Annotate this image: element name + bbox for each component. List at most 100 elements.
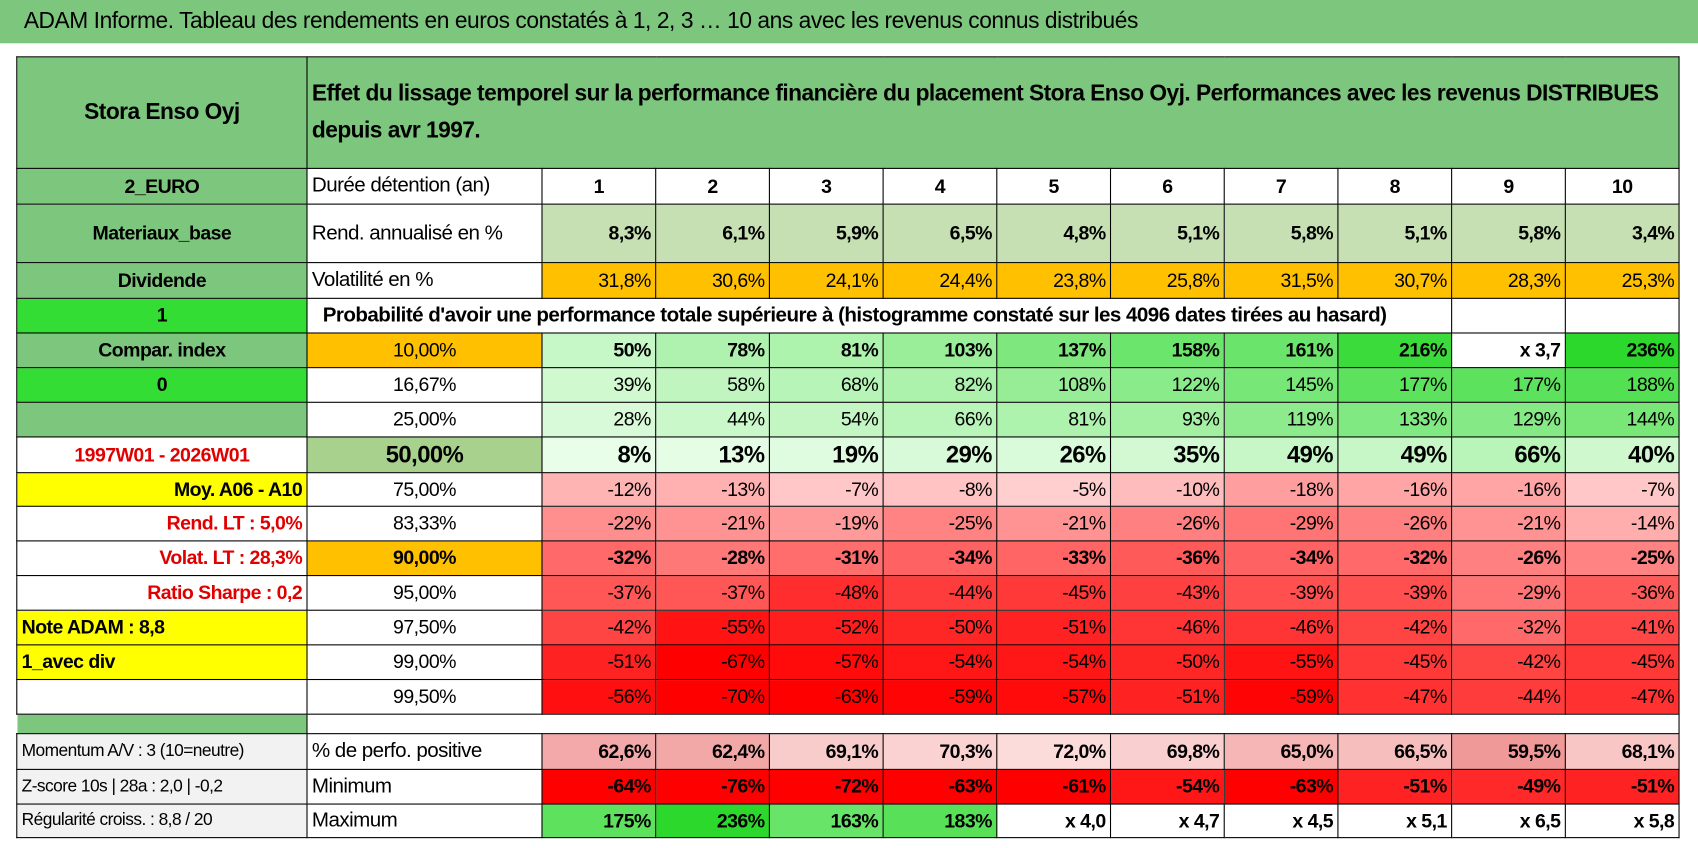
row-label: 99,50%: [306, 678, 543, 715]
value-cell: 30,6%: [655, 262, 770, 299]
row-label: 95,00%: [306, 575, 543, 611]
row-label: Maximum: [306, 803, 543, 839]
value-cell: -41%: [1564, 609, 1680, 646]
value-cell: 66%: [1451, 436, 1566, 474]
value-cell: 8%: [541, 436, 657, 474]
value-cell: -32%: [541, 540, 657, 577]
value-cell: 7: [1223, 167, 1339, 205]
row-header: Momentum A/V : 3 (10=neutre): [16, 733, 308, 770]
value-cell: 62,4%: [655, 733, 770, 770]
value-cell: -63%: [768, 678, 884, 715]
value-cell: 5,8%: [1223, 203, 1339, 264]
value-cell: 23,8%: [996, 262, 1112, 299]
value-cell: -54%: [882, 644, 998, 681]
value-cell: 35%: [1109, 436, 1225, 474]
row-header: Volat. LT : 28,3%: [16, 540, 308, 577]
row-header: Moy. A06 - A10: [16, 472, 308, 507]
value-cell: -16%: [1337, 472, 1453, 507]
corner-cell: Stora Enso Oyj: [16, 56, 308, 169]
value-cell: 103%: [882, 332, 998, 369]
value-cell: -64%: [541, 768, 657, 805]
value-cell: -43%: [1109, 575, 1225, 611]
spacer-cell: [306, 713, 1680, 735]
value-cell: -39%: [1337, 575, 1453, 611]
value-cell: 144%: [1564, 401, 1680, 438]
value-cell: -57%: [996, 678, 1112, 715]
value-cell: -25%: [1564, 540, 1680, 577]
value-cell: 1: [541, 167, 657, 205]
value-cell: -25%: [882, 505, 998, 542]
value-cell: 5,1%: [1109, 203, 1225, 264]
value-cell: x 4,7: [1109, 803, 1225, 839]
value-cell: 54%: [768, 401, 884, 438]
value-cell: -57%: [768, 644, 884, 681]
spacer-cell: [16, 714, 308, 734]
value-cell: 236%: [655, 803, 770, 839]
value-cell: 68%: [768, 367, 884, 403]
value-cell: 119%: [1223, 401, 1339, 438]
empty-cell: [1451, 297, 1566, 334]
value-cell: 30,7%: [1337, 262, 1453, 299]
table-row: 2_EURO Durée détention (an) 1 2 3 4 5 6 7 8 9 10: [16, 167, 1680, 205]
value-cell: -7%: [768, 472, 884, 507]
value-cell: -29%: [1223, 505, 1339, 542]
table-row: Materiaux_base Rend. annualisé en % 8,3% 6,…: [16, 203, 1680, 264]
value-cell: 4,8%: [996, 203, 1112, 264]
value-cell: -46%: [1109, 609, 1225, 646]
value-cell: 31,8%: [541, 262, 657, 299]
value-cell: -37%: [655, 575, 770, 611]
value-cell: 50%: [541, 332, 657, 369]
value-cell: 49%: [1223, 436, 1339, 474]
row-label: 10,00%: [306, 332, 543, 369]
value-cell: -51%: [541, 644, 657, 681]
value-cell: -7%: [1564, 472, 1680, 507]
value-cell: -37%: [541, 575, 657, 611]
value-cell: -33%: [996, 540, 1112, 577]
row-header: Ratio Sharpe : 0,2: [16, 575, 308, 611]
value-cell: 5,1%: [1337, 203, 1453, 264]
value-cell: 72,0%: [996, 733, 1112, 770]
row-header: Z-score 10s | 28a : 2,0 | -0,2: [16, 768, 308, 805]
row-header: 0: [16, 367, 308, 403]
value-cell: 5,8%: [1451, 203, 1566, 264]
value-cell: 6,1%: [655, 203, 770, 264]
value-cell: -18%: [1223, 472, 1339, 507]
row-header: Dividende: [16, 262, 308, 299]
value-cell: -54%: [1109, 768, 1225, 805]
table-row: Ratio Sharpe : 0,2 95,00% -37% -37% -48% -44%…: [16, 575, 1680, 611]
row-header: 1_avec div: [16, 644, 308, 681]
value-cell: 3,4%: [1564, 203, 1680, 264]
value-cell: 66,5%: [1337, 733, 1453, 770]
value-cell: -26%: [1109, 505, 1225, 542]
value-cell: 8: [1337, 167, 1453, 205]
value-cell: -29%: [1451, 575, 1566, 611]
value-cell: -32%: [1451, 609, 1566, 646]
value-cell: 8,3%: [541, 203, 657, 264]
value-cell: -31%: [768, 540, 884, 577]
row-header: Materiaux_base: [16, 203, 308, 264]
value-cell: -44%: [1451, 678, 1566, 715]
value-cell: -54%: [996, 644, 1112, 681]
page-title: ADAM Informe. Tableau des rendements en …: [0, 0, 1698, 44]
value-cell: -5%: [996, 472, 1112, 507]
row-header: [16, 678, 308, 715]
value-cell: -59%: [882, 678, 998, 715]
table-row: 0 16,67% 39% 58% 68% 82% 108% 122% 145% 177% 177% 1…: [16, 367, 1680, 403]
value-cell: x 5,8: [1564, 803, 1680, 839]
row-label: 83,33%: [306, 505, 543, 542]
value-cell: x 4,5: [1223, 803, 1339, 839]
value-cell: x 3,7: [1451, 332, 1566, 369]
row-label: 25,00%: [306, 401, 543, 438]
value-cell: -63%: [882, 768, 998, 805]
description-cell: Effet du lissage temporel sur la perform…: [306, 56, 1680, 169]
value-cell: -50%: [882, 609, 998, 646]
value-cell: -45%: [996, 575, 1112, 611]
table-row: Momentum A/V : 3 (10=neutre)% de perfo. …: [16, 733, 1680, 770]
value-cell: 93%: [1109, 401, 1225, 438]
performance-table: Stora Enso Oyj Effet du lissage temporel…: [16, 56, 1680, 839]
value-cell: 78%: [655, 332, 770, 369]
value-cell: 3: [768, 167, 884, 205]
row-header: [16, 401, 308, 438]
value-cell: -51%: [1337, 768, 1453, 805]
value-cell: 6: [1109, 167, 1225, 205]
